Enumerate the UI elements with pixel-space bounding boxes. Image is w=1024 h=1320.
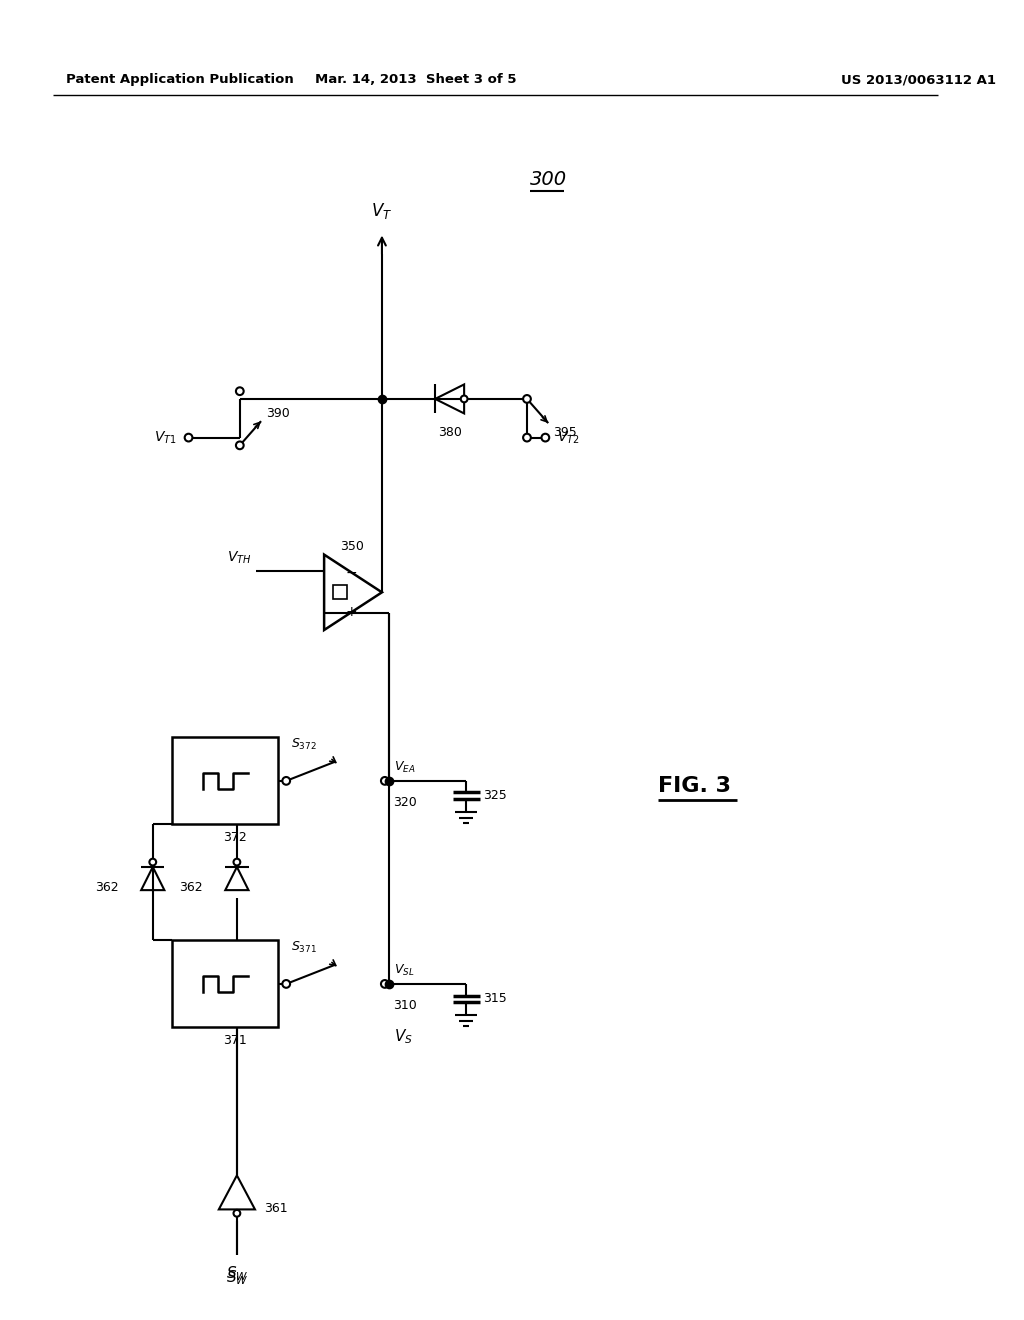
Text: 315: 315 [483, 991, 507, 1005]
Circle shape [236, 441, 244, 449]
Circle shape [184, 434, 193, 441]
Text: 371: 371 [223, 1035, 247, 1048]
Text: $V_S$: $V_S$ [393, 1028, 413, 1047]
Text: $V_{EA}$: $V_{EA}$ [393, 760, 415, 775]
Text: FIG. 3: FIG. 3 [657, 776, 730, 796]
Circle shape [381, 777, 389, 784]
Text: $V_{T2}$: $V_{T2}$ [557, 429, 580, 446]
Text: $-$: $-$ [345, 565, 356, 579]
Circle shape [381, 979, 389, 987]
Circle shape [542, 434, 549, 441]
Text: Mar. 14, 2013  Sheet 3 of 5: Mar. 14, 2013 Sheet 3 of 5 [315, 74, 516, 86]
Text: $V_{SL}$: $V_{SL}$ [393, 964, 414, 978]
Text: 372: 372 [223, 832, 247, 845]
Text: 320: 320 [393, 796, 418, 809]
Bar [172, 738, 279, 825]
Text: 362: 362 [95, 880, 119, 894]
Bar [172, 940, 279, 1027]
Text: 325: 325 [483, 789, 507, 801]
Circle shape [233, 859, 241, 866]
Circle shape [283, 777, 290, 784]
Circle shape [523, 395, 530, 403]
Text: 395: 395 [553, 426, 577, 440]
Text: US 2013/0063112 A1: US 2013/0063112 A1 [842, 74, 996, 86]
Text: 362: 362 [179, 880, 203, 894]
Text: 310: 310 [393, 999, 418, 1011]
Text: $+$: $+$ [345, 606, 356, 619]
Circle shape [236, 387, 244, 395]
Text: $V_{TH}$: $V_{TH}$ [227, 550, 252, 566]
Text: 390: 390 [266, 407, 290, 420]
Circle shape [233, 1210, 241, 1217]
Text: Patent Application Publication: Patent Application Publication [66, 74, 294, 86]
Text: $S_W$: $S_W$ [225, 1265, 248, 1283]
Text: $V_T$: $V_T$ [372, 201, 392, 220]
Circle shape [150, 859, 156, 866]
Circle shape [283, 979, 290, 987]
Text: 380: 380 [437, 426, 462, 440]
Text: 350: 350 [340, 540, 364, 553]
Text: $S_{371}$: $S_{371}$ [291, 940, 316, 954]
Text: $S_W$: $S_W$ [225, 1269, 248, 1287]
Text: $V_{T1}$: $V_{T1}$ [155, 429, 177, 446]
Text: $S_{372}$: $S_{372}$ [291, 737, 316, 752]
Circle shape [461, 396, 468, 403]
Text: 361: 361 [264, 1201, 288, 1214]
Bar [333, 585, 347, 599]
Text: 300: 300 [529, 170, 567, 189]
Circle shape [523, 434, 530, 441]
